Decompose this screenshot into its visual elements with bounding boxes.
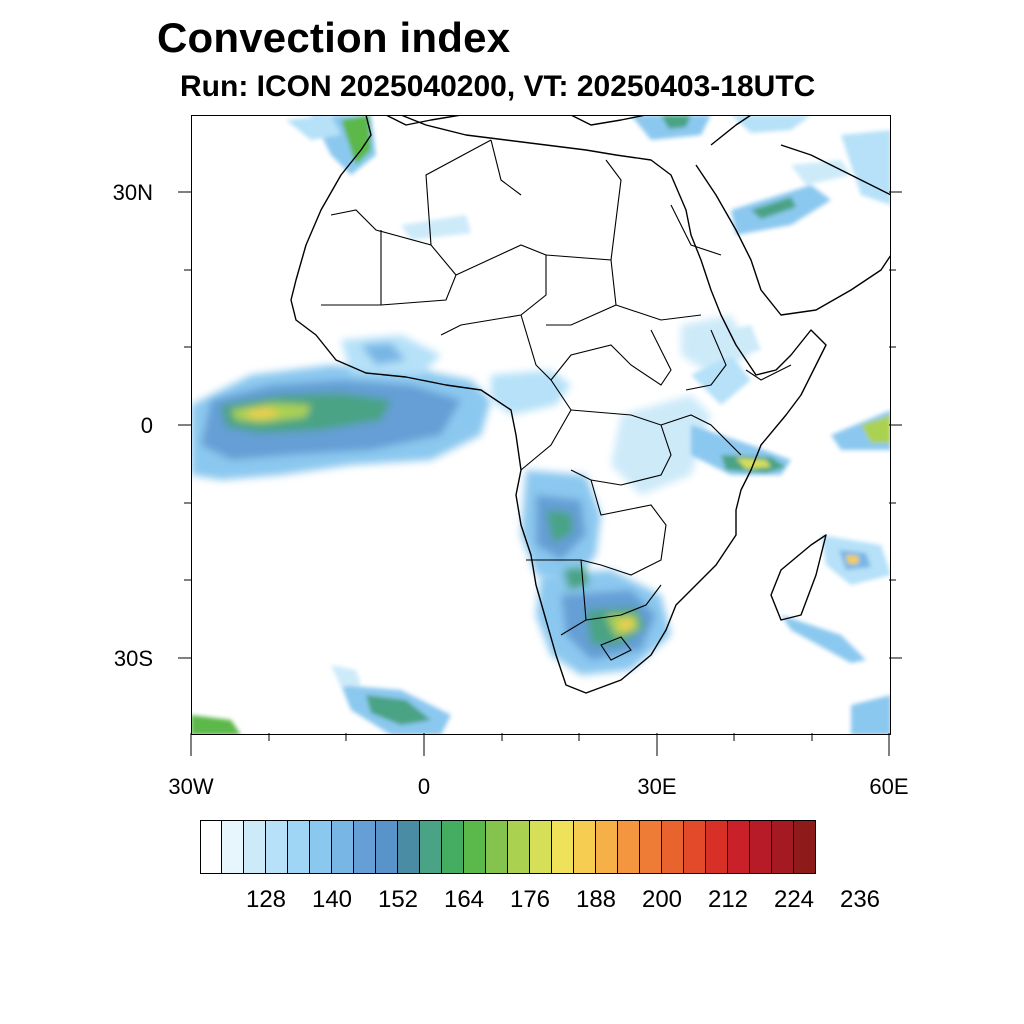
colorbar-cell: [750, 820, 772, 874]
colorbar-label: 164: [443, 886, 485, 913]
coastlines: [290, 115, 891, 694]
lat-label-0: 0: [140, 413, 153, 438]
colorbar-label: 236: [839, 886, 881, 913]
colorbar-label: 140: [311, 886, 353, 913]
colorbar-cell: [794, 820, 816, 874]
colorbar-cell: [420, 820, 442, 874]
colorbar-cell: [486, 820, 508, 874]
colorbar-cell: [530, 820, 552, 874]
colorbar: [200, 820, 816, 874]
colorbar-cell: [508, 820, 530, 874]
colorbar-cell: [332, 820, 354, 874]
colorbar-label: 152: [377, 886, 419, 913]
colorbar-cell: [398, 820, 420, 874]
chart-subtitle: Run: ICON 2025040200, VT: 20250403-18UTC: [180, 70, 816, 103]
colorbar-label: 188: [575, 886, 617, 913]
lon-label-0: 0: [417, 774, 431, 799]
colorbar-cell: [552, 820, 574, 874]
colorbar-cell: [640, 820, 662, 874]
colorbar-cell: [596, 820, 618, 874]
chart-title: Convection index: [157, 14, 511, 61]
map-plot: [191, 115, 891, 735]
colorbar-cell: [464, 820, 486, 874]
lat-label-30n: 30N: [112, 180, 153, 205]
africa-coastline: [290, 115, 827, 694]
colorbar-cell: [244, 820, 266, 874]
colorbar-cell: [662, 820, 684, 874]
field-west-africa: [191, 335, 491, 480]
colorbar-label: 224: [773, 886, 815, 913]
lon-label-30w: 30W: [168, 774, 214, 799]
colorbar-cell: [684, 820, 706, 874]
lon-label-60e: 60E: [869, 774, 909, 799]
field-south-africa: [536, 567, 671, 675]
colorbar-cell: [288, 820, 310, 874]
colorbar-label: 212: [707, 886, 749, 913]
colorbar-cell: [222, 820, 244, 874]
field-angola: [521, 470, 601, 585]
convection-fields: [191, 115, 891, 735]
colorbar-cell: [354, 820, 376, 874]
colorbar-cell: [728, 820, 750, 874]
country-borders: [321, 139, 792, 661]
colorbar-label: 200: [641, 886, 683, 913]
field-indian-ocean: [781, 410, 891, 663]
colorbar-label: 128: [245, 886, 287, 913]
field-northwest-africa: [286, 115, 376, 175]
lon-label-30e: 30E: [637, 774, 677, 799]
field-east-africa: [691, 325, 791, 475]
colorbar-cell: [772, 820, 794, 874]
colorbar-label: 176: [509, 886, 551, 913]
lat-label-30s: 30S: [113, 646, 153, 671]
colorbar-cell: [200, 820, 222, 874]
colorbar-cell: [442, 820, 464, 874]
map-panel: [191, 115, 891, 735]
colorbar-cell: [574, 820, 596, 874]
field-algeria: [401, 215, 471, 240]
colorbar-cell: [706, 820, 728, 874]
madagascar-coastline: [770, 534, 827, 621]
colorbar-cell: [266, 820, 288, 874]
field-mediterranean: [631, 115, 891, 205]
arabia-coastline: [695, 115, 891, 316]
field-south-atlantic: [191, 665, 891, 735]
colorbar-cell: [618, 820, 640, 874]
colorbar-cell: [310, 820, 332, 874]
europe-coastline: [385, 115, 647, 126]
colorbar-cell: [376, 820, 398, 874]
field-arabia: [731, 160, 851, 235]
